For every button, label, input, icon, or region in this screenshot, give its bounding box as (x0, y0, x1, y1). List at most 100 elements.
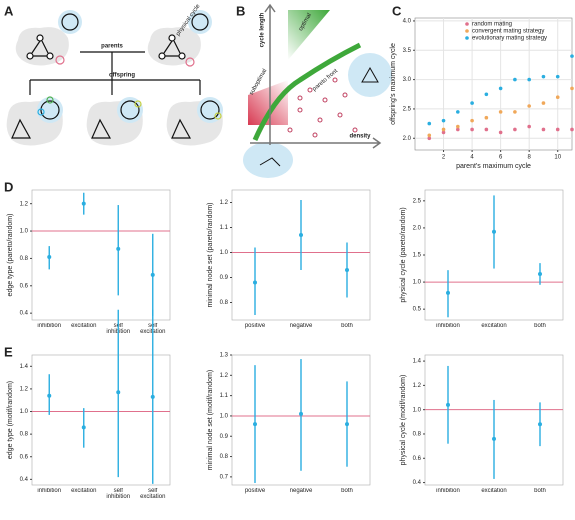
point (441, 127, 446, 132)
point (456, 110, 460, 114)
x-tick-label-box: inhibition (436, 323, 460, 329)
x-tick-label-box: self excitation (140, 488, 166, 501)
point (498, 86, 503, 91)
diagram-text: offspring (109, 73, 135, 79)
y-tick-label: 1.4 (413, 359, 422, 365)
point (116, 246, 121, 251)
x-tick-label: negative (289, 488, 313, 494)
point (345, 268, 349, 272)
point (513, 77, 517, 82)
x-tick-label-box: excitation (481, 323, 506, 329)
x-tick-label-box: excitation (71, 323, 97, 329)
y-tick-label: 1.3 (220, 353, 229, 359)
x-tick-label: excitation (71, 323, 97, 329)
x-tick-label: 4 (470, 155, 474, 161)
panel-label: A (4, 3, 14, 18)
x-tick-label: inhibition (37, 488, 62, 494)
legend-marker (465, 22, 469, 26)
point (570, 127, 574, 132)
y-tick-label: 2.0 (403, 136, 412, 142)
x-tick-label-box: self inhibition (106, 488, 131, 501)
x-tick-label-box: both (341, 323, 353, 329)
y-tick-label: 0.8 (20, 432, 29, 438)
x-tick-label-box: both (534, 488, 546, 494)
y-tick-label: 1.0 (20, 409, 29, 415)
y-tick-label: 0.9 (220, 275, 229, 281)
y-tick-label: 4.0 (403, 19, 412, 25)
y-tick-label: 1.1 (220, 225, 229, 231)
x-tick-label: 8 (528, 155, 532, 161)
y-tick-label: 1.5 (413, 253, 422, 259)
x-tick-label: negative (289, 323, 313, 329)
point (427, 133, 432, 138)
point (299, 233, 303, 237)
x-tick-label: self inhibition (106, 488, 131, 501)
y-tick-label: 0.8 (413, 432, 422, 438)
point (527, 124, 531, 129)
y-tick-label: 0.4 (413, 480, 422, 486)
point (427, 136, 432, 141)
y-tick-label: 0.8 (20, 256, 29, 262)
x-tick-label: self excitation (140, 488, 166, 501)
point (427, 121, 432, 126)
x-tick-label: positive (244, 488, 266, 494)
point (150, 394, 155, 399)
point (555, 127, 560, 132)
x-tick-label-box: both (534, 323, 546, 329)
point (570, 86, 574, 91)
x-tick-label: 10 (554, 155, 561, 161)
point (541, 101, 546, 105)
y-axis-label: physical cycle (pareto/random) (400, 207, 407, 302)
y-tick-label: 1.2 (20, 386, 29, 392)
x-tick-label: both (341, 488, 353, 494)
point (541, 74, 546, 79)
diagram-a (15, 10, 212, 95)
point (81, 201, 86, 206)
point (484, 127, 489, 132)
x-tick-label: 2 (442, 155, 446, 161)
diagram-text: cycle length (260, 12, 266, 47)
point (47, 393, 52, 398)
point (441, 118, 446, 123)
point (116, 390, 121, 395)
legend-label: random mating (472, 22, 512, 28)
x-tick-label-box: negative (289, 488, 313, 494)
x-axis-label: parent's maximum cycle (456, 163, 531, 170)
point (492, 229, 496, 234)
point (484, 92, 489, 97)
y-tick-label: 0.6 (20, 454, 29, 460)
x-tick-label-box: excitation (71, 488, 96, 494)
y-tick-label: 2.5 (413, 198, 422, 204)
point (492, 436, 496, 441)
point (555, 95, 560, 99)
legend-marker (465, 29, 469, 33)
legend-label: convergent mating strategy (472, 29, 544, 35)
diagram-a-offspring (6, 96, 223, 146)
y-tick-label: 0.4 (20, 311, 29, 317)
diagram-text: parents (101, 44, 123, 50)
y-tick-label: 1.1 (220, 393, 229, 399)
point (470, 101, 474, 105)
x-tick-label: inhibition (436, 488, 460, 494)
point (456, 124, 460, 129)
point (81, 425, 86, 430)
x-tick-label: excitation (481, 488, 507, 494)
y-tick-label: 0.7 (220, 474, 229, 480)
y-axis-label: physical cycle (motif/random) (400, 375, 407, 466)
x-tick-label-box: positive (244, 323, 266, 329)
point (541, 127, 546, 132)
y-axis-label: offspring's maximum cycle (390, 43, 397, 125)
point (527, 77, 531, 82)
x-tick-label: positive (244, 323, 266, 329)
x-tick-label-box: negative (289, 323, 313, 329)
point (498, 130, 503, 135)
y-tick-label: 1.0 (220, 250, 229, 256)
y-tick-label: 0.8 (220, 454, 229, 460)
point (446, 290, 450, 295)
point (299, 411, 303, 416)
point (253, 422, 257, 427)
y-axis-label: minimal node set (motif/random) (207, 370, 214, 470)
panel-label: E (4, 344, 13, 359)
y-tick-label: 3.5 (403, 48, 412, 54)
